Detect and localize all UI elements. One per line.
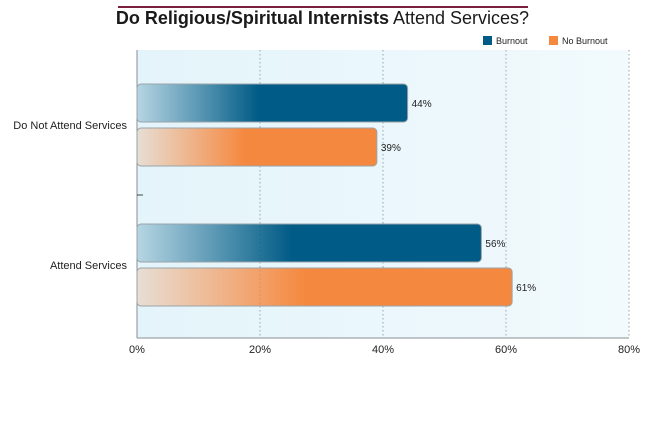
- x-tick-label: 20%: [249, 344, 271, 356]
- chart-title: Do Religious/Spiritual Internists Attend…: [0, 8, 645, 29]
- value-label: 44%: [412, 99, 432, 110]
- x-tick-label: 60%: [495, 344, 517, 356]
- bar-burnout: [136, 83, 409, 123]
- legend-label-no-burnout: No Burnout: [562, 36, 608, 46]
- value-label: 56%: [485, 239, 505, 250]
- legend: Burnout No Burnout: [483, 36, 608, 46]
- value-label: 61%: [516, 283, 536, 294]
- legend-swatch-no-burnout: [549, 36, 558, 45]
- chart-title-bold: Do Religious/Spiritual Internists: [115, 8, 389, 28]
- legend-label-burnout: Burnout: [496, 36, 528, 46]
- bar-no-burnout: [136, 267, 513, 307]
- x-tick-label: 0%: [129, 344, 145, 356]
- chart-title-regular: Attend Services?: [392, 8, 530, 28]
- legend-swatch-burnout: [483, 36, 492, 45]
- value-label: 39%: [381, 143, 401, 154]
- bar-burnout: [136, 223, 482, 263]
- title-rule: [118, 6, 528, 8]
- labels: 0% 20% 40% 60% 80% Do Not Attend Services Atte…: [13, 99, 640, 356]
- bars: [136, 83, 513, 307]
- bar-no-burnout: [136, 127, 378, 167]
- x-tick-label: 40%: [372, 344, 394, 356]
- category-label: Do Not Attend Services: [13, 120, 127, 132]
- category-label: Attend Services: [50, 260, 128, 272]
- x-tick-label: 80%: [618, 344, 640, 356]
